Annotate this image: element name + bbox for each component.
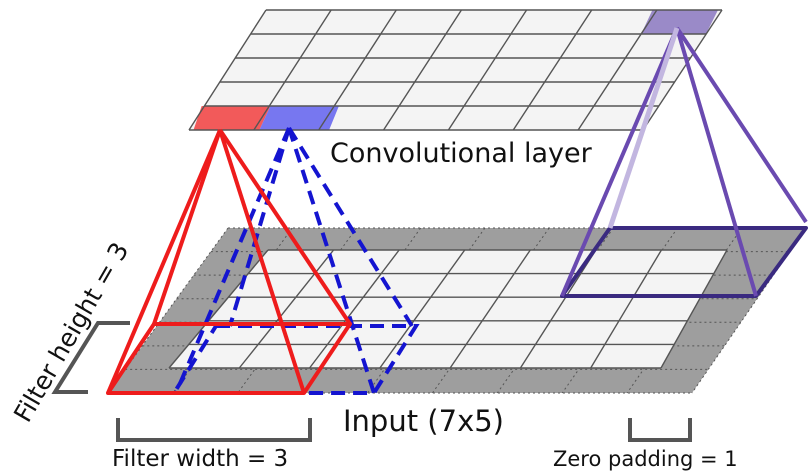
zero-padding-bracket [630,418,690,440]
input-label: Input (7x5) [343,404,504,438]
filter-width-label: Filter width = 3 [112,446,288,472]
conv-cell-red [194,106,271,130]
filter-width-bracket [118,418,310,440]
input-layer [108,228,806,393]
zero-padding-label: Zero padding = 1 [553,447,738,471]
filter-height-label: Filter height = 3 [8,237,134,427]
conv-layer-label: Convolutional layer [330,138,593,169]
